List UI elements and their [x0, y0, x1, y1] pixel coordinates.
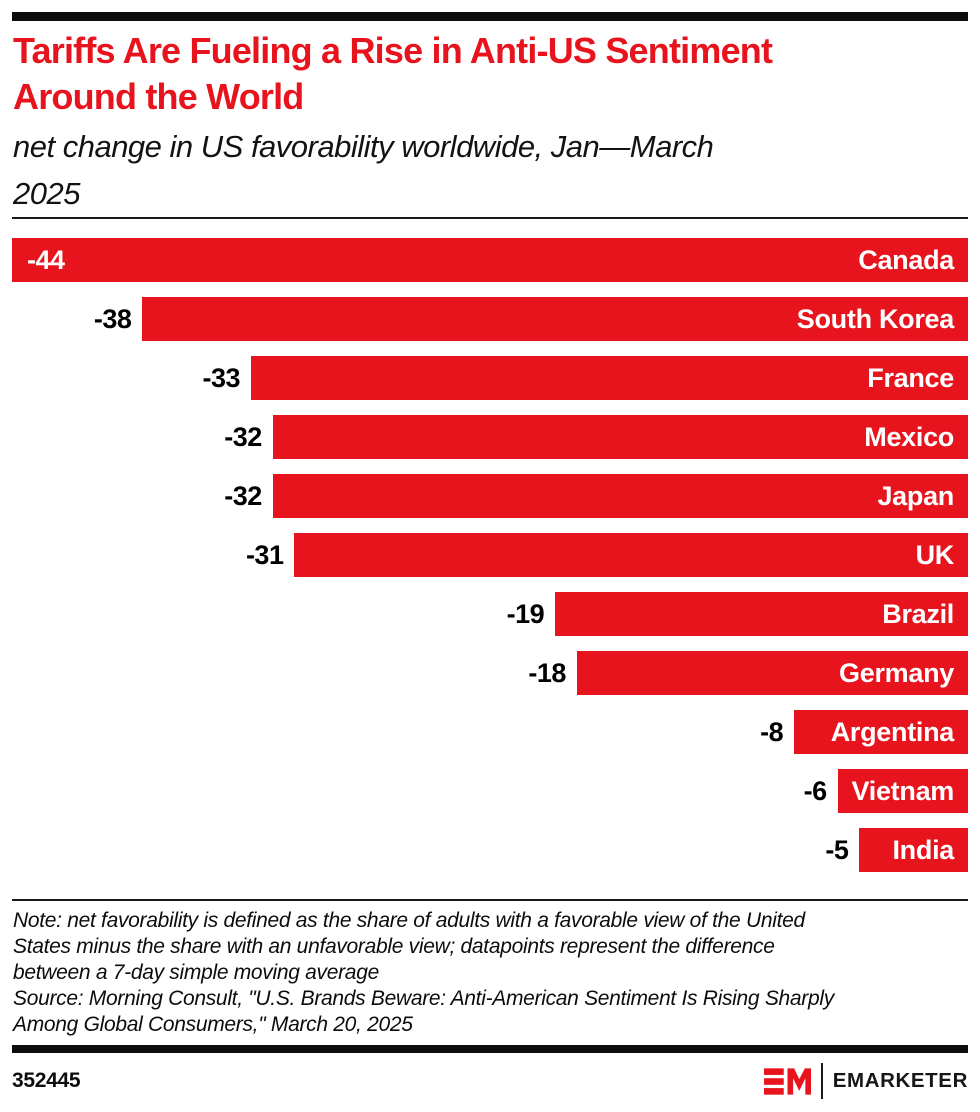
bar-value-label: -18 [528, 657, 566, 688]
bar-row: -19 Brazil [12, 592, 968, 636]
bar-country-label: South Korea [796, 303, 955, 334]
note-divider [12, 899, 968, 901]
bottom-rule [12, 1045, 968, 1053]
bar-india: India [859, 828, 968, 872]
bar-row: -38 South Korea [12, 297, 968, 341]
note-and-source: Note: net favorability is defined as the… [13, 908, 968, 1038]
bar-value-label: -8 [760, 716, 784, 747]
bar-row: -6 Vietnam [12, 769, 968, 813]
bar-row: -32 Japan [12, 474, 968, 518]
bar-row: -5 India [12, 828, 968, 872]
bar-value-label: -32 [224, 421, 262, 452]
bar-country-label: Canada [858, 244, 954, 275]
emarketer-wordmark: EMARKETER [832, 1069, 968, 1092]
bar-value-label: -6 [803, 775, 828, 806]
bar-value-label: -38 [93, 303, 132, 334]
bar-france: France [251, 356, 968, 400]
bar-mexico: Mexico [272, 415, 968, 459]
chart-id: 352445 [12, 1069, 81, 1092]
bar-south-korea: South Korea [142, 297, 968, 341]
bar-row: -8 Argentina [12, 710, 968, 754]
bar-country-label: Vietnam [851, 775, 955, 806]
bar-country-label: Argentina [830, 716, 955, 747]
chart-title: Tariffs Are Fueling a Rise in Anti-US Se… [13, 28, 968, 120]
bar-country-label: Brazil [882, 598, 954, 629]
infographic: Tariffs Are Fueling a Rise in Anti-US Se… [0, 12, 980, 1100]
note-text-line-3: between a 7-day simple moving average [13, 961, 379, 984]
bar-uk: UK [294, 533, 968, 577]
bar-value-label: -31 [245, 539, 284, 570]
bar-country-label: Japan [877, 480, 954, 511]
bar-row: -32 Mexico [12, 415, 968, 459]
bar-chart: -44 Canada -38 South Korea -33 France -32 Mexic… [12, 238, 968, 872]
bar-row: -44 Canada [12, 238, 968, 282]
bar-value-label: -19 [506, 598, 545, 629]
bar-value-label: -44 [27, 244, 65, 275]
bar-country-label: Germany [839, 657, 954, 688]
chart-subtitle-line-1: net change in US favorability worldwide,… [13, 129, 714, 164]
chart-subtitle: net change in US favorability worldwide,… [13, 123, 968, 217]
bar-argentina: Argentina [794, 710, 968, 754]
em-logo-icon [763, 1067, 811, 1095]
bar-country-label: India [892, 834, 954, 865]
logo-separator [820, 1063, 823, 1099]
bar-value-label: -5 [825, 834, 849, 865]
chart-title-line-1: Tariffs Are Fueling a Rise in Anti-US Se… [13, 30, 773, 71]
bar-canada: -44 Canada [12, 238, 968, 282]
source-text-line-2: Among Global Consumers," March 20, 2025 [13, 1013, 413, 1036]
bar-row: -31 UK [12, 533, 968, 577]
bar-vietnam: Vietnam [837, 769, 968, 813]
bar-germany: Germany [576, 651, 968, 695]
emarketer-logo: EMARKETER [763, 1063, 968, 1099]
note-text-line-1: Note: net favorability is defined as the… [13, 909, 805, 932]
chart-title-line-2: Around the World [13, 76, 304, 117]
bar-row: -33 France [12, 356, 968, 400]
footer: 352445 EMARKETER [12, 1062, 968, 1100]
header-divider [12, 217, 968, 219]
bar-row: -18 Germany [12, 651, 968, 695]
top-rule [12, 12, 968, 21]
bar-country-label: France [867, 362, 954, 393]
bar-japan: Japan [272, 474, 968, 518]
chart-subtitle-line-2: 2025 [13, 176, 80, 211]
bar-value-label: -33 [202, 362, 240, 393]
bar-country-label: Mexico [864, 421, 954, 452]
note-text-line-2: States minus the share with an unfavorab… [13, 935, 775, 958]
bar-brazil: Brazil [555, 592, 968, 636]
source-text-line-1: Source: Morning Consult, "U.S. Brands Be… [13, 987, 834, 1010]
bar-country-label: UK [915, 539, 955, 570]
bar-value-label: -32 [224, 480, 262, 511]
